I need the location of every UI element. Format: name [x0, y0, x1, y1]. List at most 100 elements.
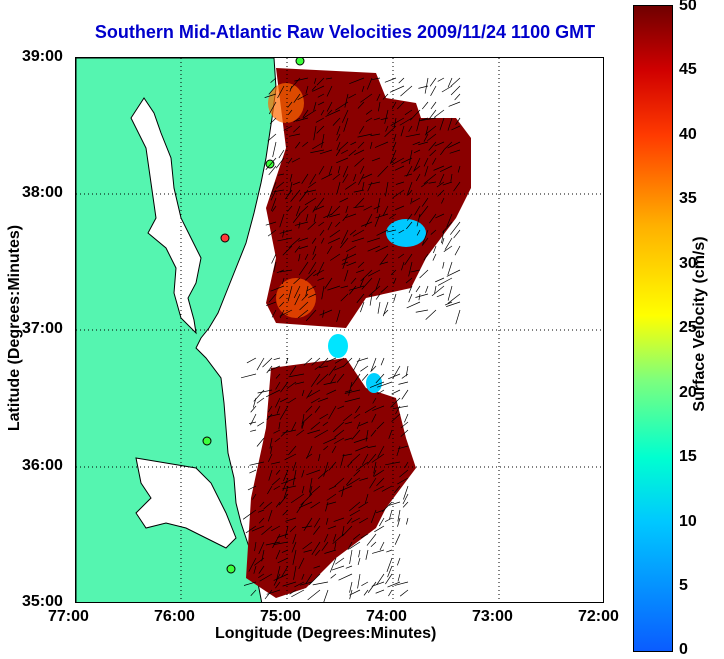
velocity-arrow: [326, 389, 337, 395]
velocity-arrow: [316, 373, 329, 385]
velocity-arrow: [277, 85, 285, 99]
velocity-arrow: [351, 517, 361, 523]
velocity-arrow: [334, 429, 345, 438]
velocity-arrow: [360, 277, 365, 287]
velocity-arrow: [268, 469, 273, 481]
velocity-arrow: [256, 437, 265, 447]
velocity-arrow: [362, 181, 365, 191]
velocity-arrow: [305, 453, 313, 459]
velocity-arrow: [267, 405, 273, 413]
velocity-arrow: [276, 405, 281, 414]
velocity-arrow: [326, 85, 333, 97]
x-tick: 72:00: [578, 608, 619, 625]
velocity-arrow: [301, 469, 305, 478]
velocity-arrow: [309, 477, 313, 493]
velocity-arrow: [413, 149, 421, 154]
y-tick: 36:00: [22, 457, 63, 474]
velocity-arrow: [352, 533, 361, 540]
station-marker: [220, 233, 230, 243]
velocity-arrow: [398, 229, 405, 234]
velocity-arrow: [345, 181, 357, 190]
velocity-arrow: [388, 589, 393, 597]
velocity-arrow: [331, 565, 345, 571]
velocity-arrow: [332, 533, 345, 545]
velocity-arrow: [287, 157, 293, 164]
velocity-arrow: [289, 525, 297, 533]
velocity-arrow: [366, 533, 377, 546]
velocity-arrow: [451, 125, 461, 131]
velocity-arrow: [298, 221, 301, 229]
velocity-arrow: [421, 237, 429, 246]
velocity-arrow: [391, 101, 397, 110]
velocity-arrow: [319, 413, 329, 420]
velocity-arrow: [289, 133, 301, 137]
velocity-arrow: [328, 365, 337, 376]
colorbar-tick: 35: [679, 190, 697, 207]
velocity-arrow: [336, 133, 341, 142]
velocity-arrow: [437, 189, 445, 197]
velocity-arrow: [305, 309, 317, 322]
velocity-arrow: [386, 229, 397, 233]
velocity-arrow: [250, 429, 257, 432]
velocity-arrow: [325, 501, 329, 512]
velocity-arrow: [349, 581, 353, 593]
velocity-arrow: [341, 149, 349, 154]
map-plot-area[interactable]: [75, 57, 604, 603]
velocity-arrow: [436, 293, 445, 298]
velocity-arrow: [309, 485, 313, 497]
velocity-field-south: [246, 358, 416, 598]
velocity-arrow: [334, 477, 345, 487]
velocity-arrow: [428, 141, 437, 151]
velocity-arrow: [435, 213, 445, 219]
velocity-arrow: [366, 453, 377, 465]
velocity-arrow: [323, 213, 333, 219]
velocity-arrow: [358, 421, 369, 427]
velocity-arrow: [326, 501, 337, 505]
velocity-arrow: [327, 221, 333, 231]
velocity-arrow: [272, 141, 277, 158]
velocity-arrow: [268, 165, 277, 176]
velocity-arrow: [408, 261, 413, 277]
velocity-arrow: [349, 229, 357, 236]
velocity-arrow: [385, 573, 393, 585]
velocity-arrow: [379, 541, 385, 551]
velocity-arrow: [294, 581, 305, 588]
velocity-arrow: [342, 357, 353, 368]
velocity-arrow: [346, 477, 353, 486]
velocity-arrow: [263, 501, 273, 510]
velocity-arrow: [289, 589, 297, 595]
velocity-arrow: [389, 157, 397, 164]
velocity-arrow: [380, 261, 389, 265]
velocity-arrow: [325, 109, 341, 117]
velocity-arrow: [302, 541, 313, 550]
velocity-arrow: [405, 365, 409, 377]
velocity-arrow: [447, 261, 453, 276]
velocity-arrow: [305, 213, 309, 222]
velocity-arrow: [377, 389, 385, 395]
velocity-arrow: [393, 133, 397, 142]
velocity-arrow: [402, 501, 409, 508]
velocity-arrow: [359, 477, 369, 481]
velocity-arrow: [298, 253, 301, 262]
velocity-arrow: [331, 445, 337, 454]
velocity-arrow: [397, 253, 405, 259]
velocity-arrow: [321, 133, 325, 148]
velocity-arrow: [394, 581, 409, 586]
velocity-arrow: [367, 181, 373, 192]
velocity-arrow: [351, 237, 365, 243]
velocity-arrow: [357, 557, 361, 566]
colorbar-tick: 0: [679, 641, 688, 658]
velocity-arrow: [258, 565, 265, 574]
velocity-arrow: [285, 517, 297, 522]
velocity-arrow: [342, 213, 349, 222]
velocity-arrow: [275, 381, 281, 390]
velocity-arrow: [391, 413, 401, 422]
velocity-arrow: [269, 117, 277, 125]
velocity-arrow: [293, 125, 301, 133]
velocity-arrow: [281, 565, 289, 578]
velocity-arrow: [306, 469, 321, 476]
velocity-arrow: [409, 109, 421, 121]
velocity-arrow: [408, 125, 413, 132]
velocity-arrow: [266, 365, 273, 374]
velocity-arrow: [397, 573, 401, 582]
